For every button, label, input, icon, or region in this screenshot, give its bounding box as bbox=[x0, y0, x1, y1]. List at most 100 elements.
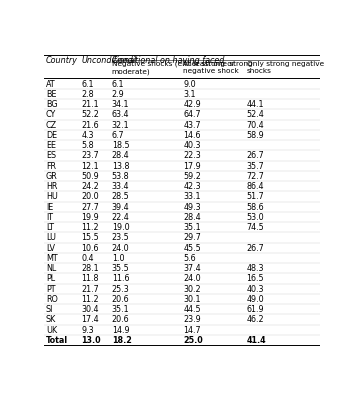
Text: 53.8: 53.8 bbox=[112, 172, 130, 181]
Text: 26.7: 26.7 bbox=[247, 151, 264, 160]
Text: 27.7: 27.7 bbox=[82, 203, 99, 212]
Text: Only strong negative
shocks: Only strong negative shocks bbox=[247, 61, 324, 74]
Text: GR: GR bbox=[46, 172, 58, 181]
Text: 86.4: 86.4 bbox=[247, 182, 264, 191]
Text: 29.7: 29.7 bbox=[183, 233, 201, 242]
Text: IE: IE bbox=[46, 203, 53, 212]
Text: 0.4: 0.4 bbox=[82, 254, 94, 263]
Text: 39.4: 39.4 bbox=[112, 203, 130, 212]
Text: PL: PL bbox=[46, 275, 55, 283]
Text: 5.8: 5.8 bbox=[82, 141, 94, 150]
Text: 16.5: 16.5 bbox=[247, 275, 264, 283]
Text: HR: HR bbox=[46, 182, 57, 191]
Text: 52.4: 52.4 bbox=[247, 110, 264, 119]
Text: 11.6: 11.6 bbox=[112, 275, 129, 283]
Text: 14.9: 14.9 bbox=[112, 326, 130, 335]
Text: 28.4: 28.4 bbox=[183, 213, 201, 222]
Text: Conditional on having faced: Conditional on having faced bbox=[112, 56, 224, 65]
Text: 23.5: 23.5 bbox=[112, 233, 130, 242]
Text: 50.9: 50.9 bbox=[82, 172, 99, 181]
Text: Country: Country bbox=[46, 56, 78, 65]
Text: 33.4: 33.4 bbox=[112, 182, 129, 191]
Text: MT: MT bbox=[46, 254, 58, 263]
Text: 40.3: 40.3 bbox=[247, 285, 264, 294]
Text: 18.2: 18.2 bbox=[112, 336, 132, 345]
Text: CY: CY bbox=[46, 110, 56, 119]
Text: DE: DE bbox=[46, 131, 57, 140]
Text: LT: LT bbox=[46, 223, 54, 232]
Text: ES: ES bbox=[46, 151, 56, 160]
Text: 28.1: 28.1 bbox=[82, 264, 99, 273]
Text: 15.5: 15.5 bbox=[82, 233, 99, 242]
Text: 30.2: 30.2 bbox=[183, 285, 201, 294]
Text: PT: PT bbox=[46, 285, 55, 294]
Text: LU: LU bbox=[46, 233, 56, 242]
Text: 45.5: 45.5 bbox=[183, 243, 201, 253]
Text: 18.5: 18.5 bbox=[112, 141, 130, 150]
Text: 4.3: 4.3 bbox=[82, 131, 94, 140]
Text: 9.0: 9.0 bbox=[183, 80, 196, 89]
Text: 20.6: 20.6 bbox=[112, 295, 130, 304]
Text: 41.4: 41.4 bbox=[247, 336, 266, 345]
Text: 49.3: 49.3 bbox=[183, 203, 201, 212]
Text: 30.1: 30.1 bbox=[183, 295, 201, 304]
Text: HU: HU bbox=[46, 192, 58, 201]
Text: 23.9: 23.9 bbox=[183, 316, 201, 324]
Text: 20.6: 20.6 bbox=[112, 316, 130, 324]
Text: 35.5: 35.5 bbox=[112, 264, 130, 273]
Text: 20.0: 20.0 bbox=[82, 192, 99, 201]
Text: Unconditional: Unconditional bbox=[82, 56, 137, 65]
Text: 46.2: 46.2 bbox=[247, 316, 264, 324]
Text: 26.7: 26.7 bbox=[247, 243, 264, 253]
Text: 70.4: 70.4 bbox=[247, 121, 264, 130]
Text: 51.7: 51.7 bbox=[247, 192, 264, 201]
Text: 2.8: 2.8 bbox=[82, 90, 94, 99]
Text: 24.2: 24.2 bbox=[82, 182, 99, 191]
Text: 21.7: 21.7 bbox=[82, 285, 99, 294]
Text: 35.7: 35.7 bbox=[247, 162, 264, 171]
Text: 61.9: 61.9 bbox=[247, 305, 264, 314]
Text: FR: FR bbox=[46, 162, 56, 171]
Text: 34.1: 34.1 bbox=[112, 100, 129, 109]
Text: 21.6: 21.6 bbox=[82, 121, 99, 130]
Text: 28.4: 28.4 bbox=[112, 151, 130, 160]
Text: AT: AT bbox=[46, 80, 55, 89]
Text: IT: IT bbox=[46, 213, 53, 222]
Text: 49.0: 49.0 bbox=[247, 295, 264, 304]
Text: 40.3: 40.3 bbox=[183, 141, 201, 150]
Text: UK: UK bbox=[46, 326, 57, 335]
Text: 32.1: 32.1 bbox=[112, 121, 130, 130]
Text: 22.3: 22.3 bbox=[183, 151, 201, 160]
Text: 24.0: 24.0 bbox=[112, 243, 130, 253]
Text: 19.9: 19.9 bbox=[82, 213, 99, 222]
Text: 35.1: 35.1 bbox=[183, 223, 201, 232]
Text: 25.0: 25.0 bbox=[183, 336, 203, 345]
Text: 5.6: 5.6 bbox=[183, 254, 196, 263]
Text: 44.1: 44.1 bbox=[247, 100, 264, 109]
Text: 42.9: 42.9 bbox=[183, 100, 201, 109]
Text: EE: EE bbox=[46, 141, 56, 150]
Text: 37.4: 37.4 bbox=[183, 264, 201, 273]
Text: 53.0: 53.0 bbox=[247, 213, 264, 222]
Text: 42.3: 42.3 bbox=[183, 182, 201, 191]
Text: 11.8: 11.8 bbox=[82, 275, 99, 283]
Text: 33.1: 33.1 bbox=[183, 192, 201, 201]
Text: 17.9: 17.9 bbox=[183, 162, 201, 171]
Text: 14.7: 14.7 bbox=[183, 326, 201, 335]
Text: CZ: CZ bbox=[46, 121, 57, 130]
Text: 6.1: 6.1 bbox=[112, 80, 124, 89]
Text: 3.1: 3.1 bbox=[183, 90, 196, 99]
Text: 17.4: 17.4 bbox=[82, 316, 99, 324]
Text: 12.1: 12.1 bbox=[82, 162, 99, 171]
Text: 21.1: 21.1 bbox=[82, 100, 99, 109]
Text: BG: BG bbox=[46, 100, 58, 109]
Text: LV: LV bbox=[46, 243, 55, 253]
Text: SI: SI bbox=[46, 305, 53, 314]
Text: 72.7: 72.7 bbox=[247, 172, 264, 181]
Text: 23.7: 23.7 bbox=[82, 151, 99, 160]
Text: 74.5: 74.5 bbox=[247, 223, 264, 232]
Text: 64.7: 64.7 bbox=[183, 110, 201, 119]
Text: 14.6: 14.6 bbox=[183, 131, 201, 140]
Text: BE: BE bbox=[46, 90, 56, 99]
Text: 6.1: 6.1 bbox=[82, 80, 94, 89]
